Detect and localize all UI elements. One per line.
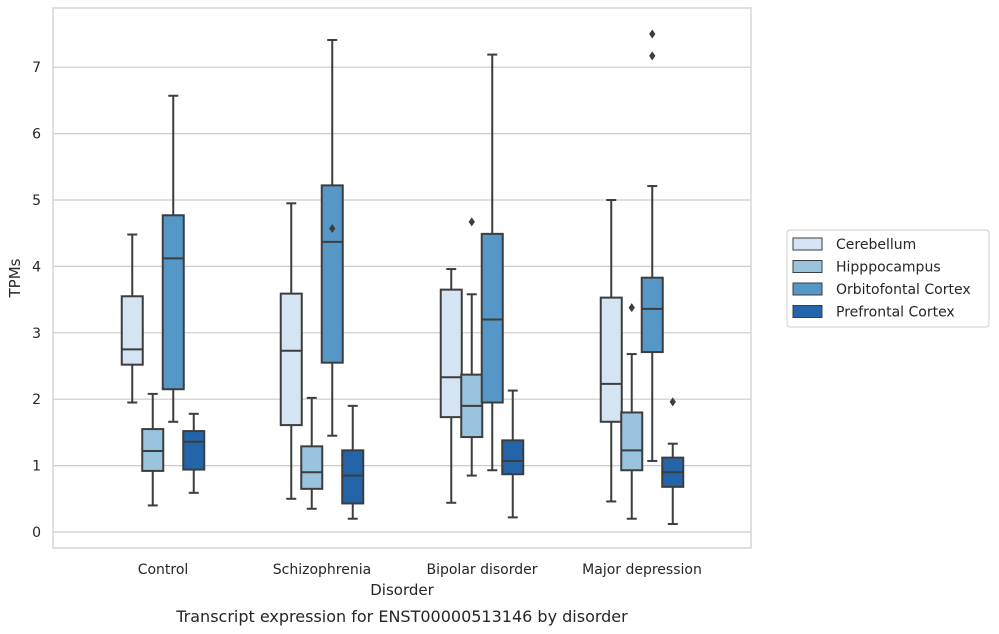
legend-label: Prefrontal Cortex xyxy=(836,305,955,321)
x-tick-label: Control xyxy=(138,562,189,578)
outlier-marker xyxy=(329,224,336,234)
iqr-box xyxy=(599,296,623,423)
box-1-3 xyxy=(620,303,644,520)
y-tick-label: 4 xyxy=(32,259,41,275)
legend-swatch xyxy=(792,260,823,273)
y-axis-label: TPMs xyxy=(6,258,24,298)
box-1-1 xyxy=(300,396,324,510)
plot-frame xyxy=(52,7,752,549)
box-3-3 xyxy=(661,397,685,526)
iqr-box xyxy=(501,439,525,476)
legend-label: Cerebellum xyxy=(836,237,916,253)
box-0-3 xyxy=(599,199,623,503)
iqr-box xyxy=(480,232,504,404)
box-2-0 xyxy=(161,94,185,423)
box-2-1 xyxy=(320,38,344,437)
iqr-box xyxy=(182,430,206,471)
y-tick-label: 0 xyxy=(32,525,41,541)
box-2-2 xyxy=(480,53,504,472)
outlier-marker xyxy=(468,217,475,227)
outlier-marker xyxy=(649,29,656,39)
iqr-box xyxy=(341,449,365,505)
x-tick-label: Bipolar disorder xyxy=(426,562,537,578)
legend: Cerebellum Hipppocampus Orbitofontal Corte… xyxy=(786,229,990,328)
box-1-0 xyxy=(141,392,165,507)
x-axis-label: Disorder xyxy=(370,581,434,599)
legend-swatch xyxy=(792,305,823,318)
iqr-box xyxy=(640,276,664,354)
x-axis-ticks: Control Schizophrenia Bipolar disorder Majo… xyxy=(138,562,702,578)
legend-label: Hipppocampus xyxy=(836,260,941,276)
box-0-1 xyxy=(279,202,303,500)
box-3-0 xyxy=(182,412,206,494)
iqr-box xyxy=(120,295,144,366)
box-0-0 xyxy=(120,233,144,404)
y-tick-label: 5 xyxy=(32,193,41,209)
x-tick-label: Major depression xyxy=(582,562,702,578)
iqr-box xyxy=(161,214,185,391)
box-layer xyxy=(120,29,685,526)
iqr-box xyxy=(300,445,324,490)
iqr-box xyxy=(320,184,344,364)
y-tick-label: 1 xyxy=(32,459,41,475)
outlier-marker xyxy=(628,303,635,313)
legend-frame xyxy=(786,229,990,328)
iqr-box xyxy=(620,411,644,472)
outlier-marker xyxy=(669,397,676,407)
iqr-box xyxy=(439,288,463,419)
box-3-2 xyxy=(501,389,525,519)
figure-caption: Transcript expression for ENST0000051314… xyxy=(175,607,628,626)
legend-swatch xyxy=(792,237,823,251)
iqr-box xyxy=(279,292,303,427)
box-3-1 xyxy=(341,404,365,520)
legend-label: Orbitofontal Cortex xyxy=(836,282,971,298)
y-tick-label: 2 xyxy=(32,392,41,408)
y-tick-label: 7 xyxy=(32,60,41,76)
y-tick-label: 6 xyxy=(32,127,41,143)
x-tick-label: Schizophrenia xyxy=(273,562,371,578)
box-1-2 xyxy=(460,217,484,477)
legend-swatch xyxy=(792,282,823,296)
box-2-3 xyxy=(640,29,664,462)
y-tick-label: 3 xyxy=(32,326,41,342)
outlier-marker xyxy=(649,51,656,61)
box-0-2 xyxy=(439,268,463,504)
y-axis-ticks: 0 1 2 3 4 5 6 7 xyxy=(32,60,41,541)
